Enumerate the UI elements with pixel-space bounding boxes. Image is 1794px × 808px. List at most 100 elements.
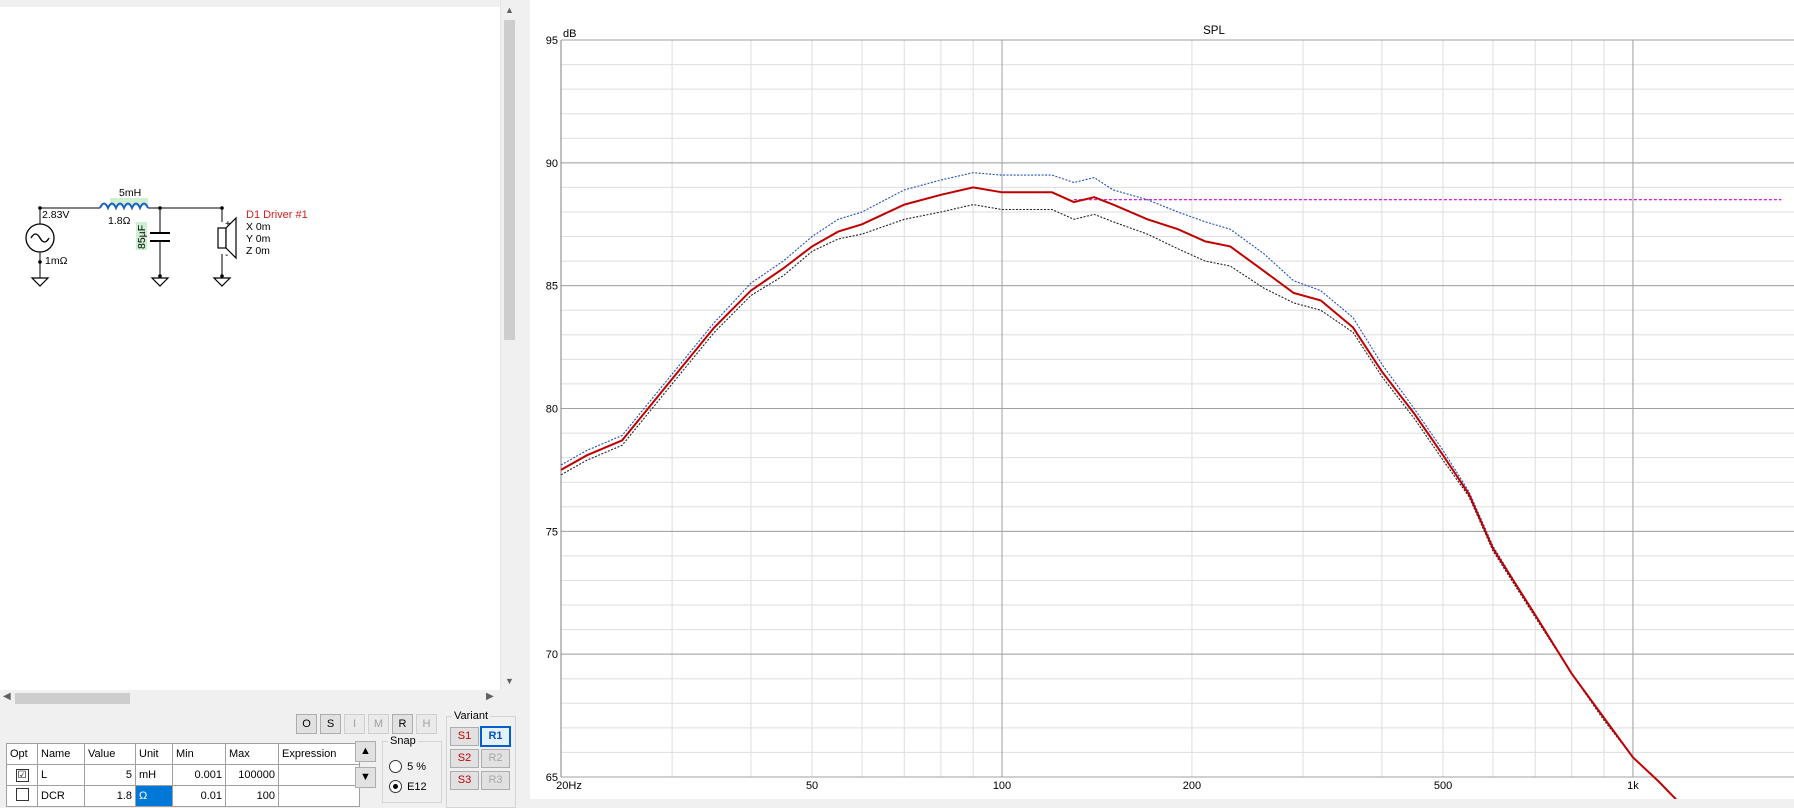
schematic-diagram[interactable]: 2.83V 1mΩ 5mH 1.8Ω 85µF + - D1 Driver #1… <box>0 0 500 690</box>
variant-s2-button[interactable]: S2 <box>450 749 479 768</box>
inductor-value-label: 5mH <box>119 187 141 199</box>
variant-r2-button[interactable]: R2 <box>481 749 510 768</box>
source-voltage-label: 2.83V <box>42 209 69 221</box>
col-header-unit: Unit <box>135 743 173 765</box>
pane-divider[interactable] <box>517 0 530 799</box>
junction-dot <box>38 206 42 210</box>
param-min-cell[interactable]: 0.001 <box>172 764 226 786</box>
toolbar-s-button[interactable]: S <box>320 714 341 734</box>
optimize-checkbox[interactable] <box>15 788 29 801</box>
table-row[interactable]: ☑ L 5 mH 0.001 100000 <box>6 764 360 786</box>
snap-option-e12[interactable]: E12 <box>389 780 427 793</box>
snap-option-5pct-label: 5 % <box>407 760 427 773</box>
col-header-name: Name <box>37 743 85 765</box>
optimize-checkbox[interactable]: ☑ <box>15 768 29 782</box>
top-strip <box>0 0 500 7</box>
speaker-icon[interactable] <box>217 216 237 260</box>
driver-plus-sign: + <box>225 219 231 230</box>
capacitor-value-label: 85µF <box>136 225 148 249</box>
param-name-cell: DCR <box>37 785 85 807</box>
x-tick-label: 20Hz <box>556 780 582 792</box>
inductor-icon[interactable] <box>99 198 149 211</box>
decrease-value-button[interactable]: ▼ <box>355 767 376 788</box>
col-header-max: Max <box>225 743 279 765</box>
table-header-row: Opt Name Value Unit Min Max Expression <box>6 743 360 765</box>
variant-r3-button[interactable]: R3 <box>481 771 510 790</box>
variant-title: Variant <box>452 710 491 722</box>
inductor-dcr-label: 1.8Ω <box>108 215 131 227</box>
variant-r1-button[interactable]: R1 <box>480 726 511 747</box>
scroll-thumb[interactable] <box>504 20 515 340</box>
param-name-cell: L <box>37 764 85 786</box>
variant-s1-button[interactable]: S1 <box>450 727 479 746</box>
curve-lower <box>560 204 1677 799</box>
scroll-right-icon[interactable]: ▶ <box>486 691 494 702</box>
chart-ylabel: dB <box>563 28 576 40</box>
col-header-value: Value <box>84 743 136 765</box>
x-tick-label: 100 <box>993 780 1011 792</box>
x-tick-label: 200 <box>1183 780 1201 792</box>
y-tick-label: 90 <box>546 158 558 170</box>
driver-name-label: D1 Driver #1 <box>246 209 308 221</box>
junction-dot <box>158 206 162 210</box>
junction-dot <box>220 206 224 210</box>
col-header-expression: Expression <box>278 743 360 765</box>
voltage-source-icon[interactable] <box>25 223 55 253</box>
capacitor-icon[interactable] <box>136 222 170 250</box>
parameter-table[interactable]: Opt Name Value Unit Min Max Expression ☑… <box>6 743 360 807</box>
chart-curves <box>560 172 1782 799</box>
y-tick-label: 80 <box>546 404 558 416</box>
schematic-horizontal-scrollbar[interactable]: ◀ ▶ <box>0 690 500 707</box>
chart-title: SPL <box>1203 25 1225 37</box>
x-tick-label: 500 <box>1434 780 1452 792</box>
chart-background <box>530 0 1794 799</box>
snap-option-5pct[interactable]: 5 % <box>389 760 426 773</box>
param-value-cell[interactable]: 1.8 <box>84 785 136 807</box>
variant-s3-button[interactable]: S3 <box>450 771 479 790</box>
param-value-cell[interactable]: 5 <box>84 764 136 786</box>
scroll-down-icon[interactable]: ▼ <box>505 676 514 686</box>
toolbar-h-button[interactable]: H <box>416 714 437 734</box>
ground-icon <box>212 276 232 287</box>
param-unit-cell: mH <box>135 764 173 786</box>
curve-main <box>560 186 1678 799</box>
col-header-opt: Opt <box>6 743 38 765</box>
chart-grid <box>560 39 1794 778</box>
scroll-left-icon[interactable]: ◀ <box>3 691 11 702</box>
chart-tick-labels: 65 70 75 80 85 90 95 20Hz 50 100 200 500 1k <box>546 35 1639 792</box>
toolbar-i-button[interactable]: I <box>344 714 365 734</box>
toolbar-o-button[interactable]: O <box>296 714 317 734</box>
source-resistance-label: 1mΩ <box>45 255 68 267</box>
junction-dot <box>38 260 42 264</box>
param-max-cell[interactable]: 100000 <box>225 764 279 786</box>
x-tick-label: 50 <box>806 780 818 792</box>
y-tick-label: 75 <box>546 526 558 538</box>
table-row[interactable]: DCR 1.8 Ω 0.01 100 <box>6 785 360 807</box>
driver-z-label: Z 0m <box>246 245 270 257</box>
schematic-vertical-scrollbar[interactable]: ▲ ▼ <box>500 0 518 690</box>
param-min-cell[interactable]: 0.01 <box>172 785 226 807</box>
increase-value-button[interactable]: ▲ <box>355 741 376 762</box>
snap-title: Snap <box>388 735 418 747</box>
scroll-thumb[interactable] <box>15 693 130 704</box>
schematic-canvas[interactable]: 2.83V 1mΩ 5mH 1.8Ω 85µF + - D1 Driver #1… <box>0 0 500 703</box>
scroll-up-icon[interactable]: ▲ <box>505 5 514 15</box>
spl-chart[interactable]: 65 70 75 80 85 90 95 20Hz 50 100 200 500 1k SPL dB <box>530 0 1794 799</box>
param-expression-cell[interactable] <box>278 785 360 807</box>
y-tick-label: 85 <box>546 281 558 293</box>
y-tick-label: 70 <box>546 649 558 661</box>
param-expression-cell[interactable] <box>278 764 360 786</box>
y-tick-label: 95 <box>546 35 558 47</box>
toolbar-r-button[interactable]: R <box>392 714 413 734</box>
ground-icon <box>30 274 50 287</box>
param-max-cell[interactable]: 100 <box>225 785 279 807</box>
driver-minus-sign: - <box>225 250 228 261</box>
col-header-min: Min <box>172 743 226 765</box>
curve-upper <box>560 172 1677 799</box>
y-tick-label: 65 <box>546 772 558 784</box>
driver-x-label: X 0m <box>246 221 271 233</box>
ground-icon <box>150 276 170 287</box>
toolbar-m-button[interactable]: M <box>368 714 389 734</box>
param-unit-cell: Ω <box>135 785 173 807</box>
snap-option-e12-label: E12 <box>407 780 427 793</box>
